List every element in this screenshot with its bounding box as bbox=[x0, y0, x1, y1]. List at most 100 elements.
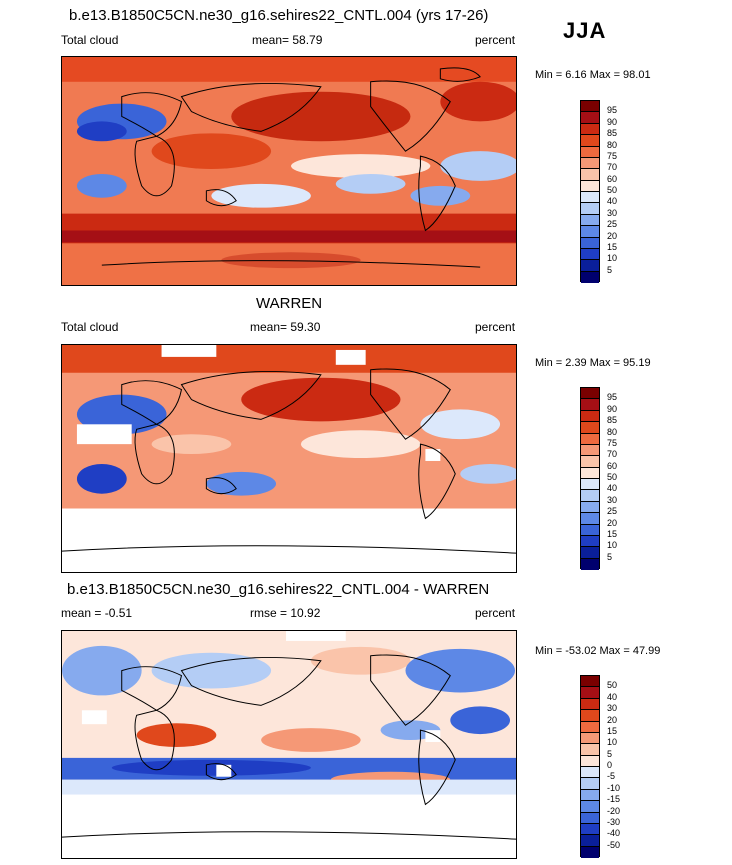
colorbar-box bbox=[581, 490, 599, 502]
colorbar-tick-label: 10 bbox=[607, 737, 618, 748]
colorbar-tick-label: -50 bbox=[607, 839, 621, 850]
colorbar-box bbox=[581, 479, 599, 491]
colorbar-tick-label: 40 bbox=[607, 691, 618, 702]
panel1-colorbar bbox=[580, 100, 600, 283]
colorbar-box bbox=[581, 388, 599, 400]
colorbar-tick-label: 0 bbox=[607, 760, 613, 770]
colorbar-tick-label: 25 bbox=[607, 219, 618, 230]
colorbar-tick-label: 70 bbox=[607, 162, 618, 173]
colorbar-tick-label: 70 bbox=[607, 449, 618, 460]
colorbar-tick-label: -10 bbox=[607, 782, 621, 793]
panel2-mean-label: mean= 59.30 bbox=[250, 320, 321, 334]
panel2-units-label: percent bbox=[475, 320, 516, 334]
colorbar-box bbox=[581, 558, 599, 570]
colorbar-tick-label: 50 bbox=[607, 680, 618, 691]
colorbar-box bbox=[581, 767, 599, 779]
colorbar-box bbox=[581, 710, 599, 722]
colorbar-tick-label: -15 bbox=[607, 794, 621, 805]
colorbar-tick-label: 5 bbox=[607, 264, 613, 275]
colorbar-tick-label: -30 bbox=[607, 816, 621, 827]
panel3-map-svg bbox=[62, 631, 516, 858]
colorbar-tick-label: 30 bbox=[607, 207, 618, 218]
colorbar-tick-label: 75 bbox=[607, 150, 618, 161]
colorbar-box bbox=[581, 789, 599, 802]
colorbar-tick-label: 30 bbox=[607, 494, 618, 505]
panel2-map-svg bbox=[62, 345, 516, 572]
colorbar-tick-label: 15 bbox=[607, 528, 618, 539]
colorbar-box bbox=[581, 101, 599, 113]
colorbar-tick-label: 30 bbox=[607, 703, 618, 714]
colorbar-tick-label: 5 bbox=[607, 551, 613, 562]
panel3-title: b.e13.B1850C5CN.ne30_g16.sehires22_CNTL.… bbox=[67, 581, 490, 598]
panel2-map bbox=[61, 344, 517, 573]
colorbar-box bbox=[581, 410, 599, 423]
colorbar-box bbox=[581, 180, 599, 192]
colorbar-tick-label: 15 bbox=[607, 241, 618, 252]
colorbar-box bbox=[581, 192, 599, 204]
panel1-mean-label: mean= 58.79 bbox=[252, 33, 323, 47]
colorbar-box bbox=[581, 123, 599, 136]
colorbar-tick-label: 25 bbox=[607, 506, 618, 517]
colorbar-tick-label: 85 bbox=[607, 128, 618, 139]
colorbar-tick-label: 80 bbox=[607, 426, 618, 437]
panel3-mean-label: mean = -0.51 bbox=[61, 606, 133, 620]
colorbar-box bbox=[581, 823, 599, 836]
colorbar-box bbox=[581, 433, 599, 445]
panel1-variable-label: Total cloud bbox=[61, 33, 119, 47]
colorbar-tick-label: 60 bbox=[607, 460, 618, 471]
colorbar-box bbox=[581, 248, 599, 261]
colorbar-box bbox=[581, 501, 599, 514]
colorbar-box bbox=[581, 547, 599, 559]
panel1-map bbox=[61, 56, 517, 286]
panel1-minmax: Min = 6.16 Max = 98.01 bbox=[535, 69, 651, 81]
colorbar-box bbox=[581, 732, 599, 745]
panel1-map-svg bbox=[62, 57, 516, 285]
colorbar-box bbox=[581, 801, 599, 813]
colorbar-tick-label: 15 bbox=[607, 725, 618, 736]
panel2-minmax: Min = 2.39 Max = 95.19 bbox=[535, 357, 651, 369]
colorbar-box bbox=[581, 467, 599, 479]
colorbar-box bbox=[581, 260, 599, 272]
colorbar-tick-label: 50 bbox=[607, 185, 618, 195]
panel1-title: b.e13.B1850C5CN.ne30_g16.sehires22_CNTL.… bbox=[69, 7, 489, 24]
colorbar-tick-label: 95 bbox=[607, 392, 618, 403]
colorbar-tick-label: 50 bbox=[607, 472, 618, 482]
colorbar-tick-label: 20 bbox=[607, 714, 618, 725]
panel3-rmse-label: rmse = 10.92 bbox=[250, 606, 321, 620]
colorbar-tick-label: 20 bbox=[607, 230, 618, 241]
colorbar-box bbox=[581, 744, 599, 756]
season-label: JJA bbox=[563, 18, 607, 43]
colorbar-box bbox=[581, 524, 599, 536]
colorbar-tick-label: -20 bbox=[607, 805, 621, 816]
colorbar-tick-label: 5 bbox=[607, 748, 613, 759]
colorbar-tick-label: 80 bbox=[607, 139, 618, 150]
colorbar-box bbox=[581, 812, 599, 824]
colorbar-tick-label: 90 bbox=[607, 116, 618, 127]
panel3-units-label: percent bbox=[475, 606, 516, 620]
colorbar-box bbox=[581, 146, 599, 158]
colorbar-box bbox=[581, 835, 599, 847]
colorbar-tick-label: 20 bbox=[607, 517, 618, 528]
colorbar-box bbox=[581, 535, 599, 548]
colorbar-box bbox=[581, 456, 599, 468]
panel3-map bbox=[61, 630, 517, 859]
colorbar-box bbox=[581, 169, 599, 181]
colorbar-box bbox=[581, 422, 599, 434]
panel2-title: WARREN bbox=[256, 295, 323, 312]
colorbar-box bbox=[581, 698, 599, 711]
colorbar-tick-label: 40 bbox=[607, 483, 618, 494]
colorbar-box bbox=[581, 271, 599, 283]
colorbar-box bbox=[581, 444, 599, 457]
panel2-variable-label: Total cloud bbox=[61, 320, 119, 334]
colorbar-tick-label: 90 bbox=[607, 403, 618, 414]
panel3-minmax: Min = -53.02 Max = 47.99 bbox=[535, 645, 661, 657]
colorbar-box bbox=[581, 214, 599, 227]
colorbar-box bbox=[581, 687, 599, 699]
colorbar-tick-label: -5 bbox=[607, 771, 616, 782]
colorbar-box bbox=[581, 399, 599, 411]
colorbar-box bbox=[581, 226, 599, 238]
colorbar-tick-label: 10 bbox=[607, 540, 618, 551]
colorbar-box bbox=[581, 778, 599, 790]
panel2-colorbar bbox=[580, 387, 600, 570]
colorbar-tick-label: -40 bbox=[607, 828, 621, 839]
